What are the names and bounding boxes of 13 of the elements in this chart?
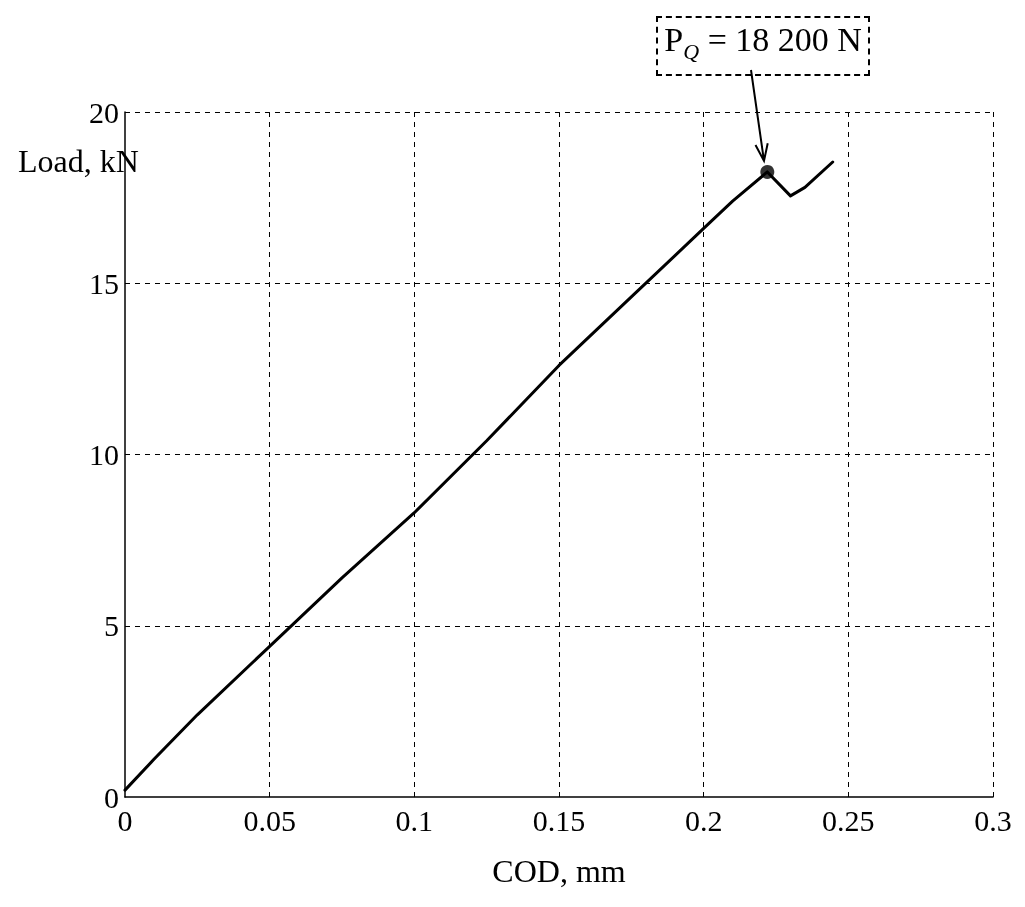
x-tick-label: 0.15 — [532, 803, 586, 837]
x-tick-label: 0.05 — [243, 803, 296, 837]
x-axis-title: COD, mm — [492, 853, 626, 889]
x-tick-label: 0.3 — [974, 803, 1012, 837]
x-tick-label: 0.1 — [395, 803, 434, 837]
x-tick-label: 0.2 — [684, 803, 723, 837]
y-tick-label: 20 — [89, 95, 119, 129]
text: P$_{Q}$ = 18 200 N — [656, 16, 870, 76]
y-tick-label: 15 — [89, 266, 119, 300]
y-tick-label: 5 — [104, 609, 119, 643]
y-tick-label: 10 — [89, 438, 119, 471]
x-tick-label: 0.25 — [822, 803, 875, 837]
y-tick-label: 0 — [104, 780, 119, 814]
